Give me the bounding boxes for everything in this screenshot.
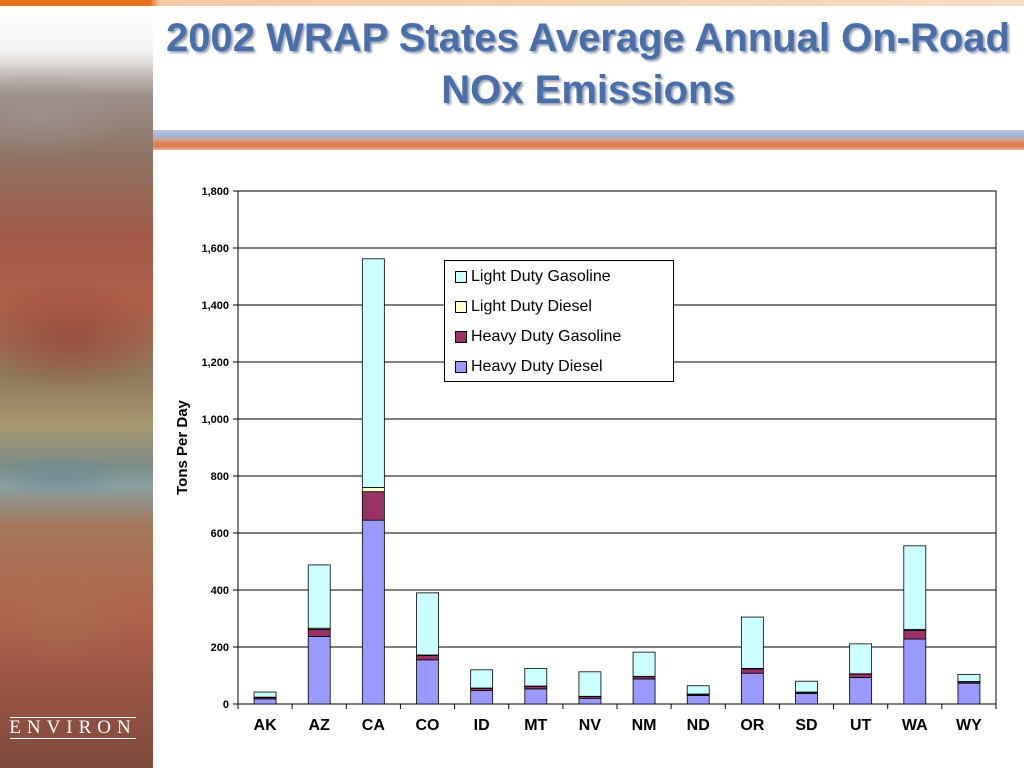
legend-label: Heavy Duty Gasoline xyxy=(471,328,622,345)
bar-heavy-duty-diesel-id xyxy=(470,690,494,705)
bar-heavy-duty-diesel-wy xyxy=(957,682,981,705)
x-tick-label: ND xyxy=(687,717,710,734)
top-accent-bar xyxy=(0,0,1024,6)
y-axis-label: Tons Per Day xyxy=(174,399,191,494)
legend-swatch xyxy=(455,361,467,373)
y-tick-label: 1,600 xyxy=(201,243,229,255)
y-tick-label: 200 xyxy=(211,642,229,654)
legend-item: Heavy Duty Diesel xyxy=(455,357,673,387)
bar-light-duty-gasoline-wy xyxy=(957,673,981,682)
x-tick-label: CO xyxy=(416,717,440,734)
x-tick-label: NM xyxy=(632,717,657,734)
legend-label: Light Duty Diesel xyxy=(471,298,592,315)
legend-swatch xyxy=(455,301,467,313)
bar-heavy-duty-diesel-ca xyxy=(361,519,385,705)
bar-heavy-duty-diesel-nv xyxy=(578,697,602,705)
y-tick-label: 800 xyxy=(211,471,229,483)
x-tick-label: ID xyxy=(474,717,490,734)
canyon-photo-sky xyxy=(0,6,153,76)
bar-light-duty-gasoline-wa xyxy=(903,545,927,630)
legend-swatch xyxy=(455,331,467,343)
bar-light-duty-gasoline-nv xyxy=(578,671,602,697)
legend-label: Heavy Duty Diesel xyxy=(471,358,603,375)
bar-heavy-duty-diesel-ut xyxy=(849,677,873,705)
x-tick-label: WY xyxy=(956,717,982,734)
bar-light-duty-gasoline-id xyxy=(470,669,494,689)
legend-item: Light Duty Gasoline xyxy=(455,267,673,297)
x-tick-label: MT xyxy=(524,717,547,734)
canyon-photo xyxy=(0,6,153,768)
bar-heavy-duty-gasoline-co xyxy=(416,655,439,661)
bar-heavy-duty-diesel-mt xyxy=(524,688,548,705)
bar-light-duty-gasoline-ak xyxy=(253,691,277,698)
x-tick-label: AZ xyxy=(309,717,331,734)
x-tick-label: AK xyxy=(254,717,278,734)
bar-heavy-duty-diesel-ak xyxy=(253,698,277,705)
bar-heavy-duty-diesel-az xyxy=(307,636,331,705)
bar-light-duty-gasoline-az xyxy=(307,564,331,629)
y-tick-label: 1,800 xyxy=(201,186,229,198)
bar-light-duty-gasoline-mt xyxy=(524,667,548,687)
bar-heavy-duty-diesel-co xyxy=(416,659,439,705)
y-tick-label: 1,400 xyxy=(201,300,229,312)
bar-heavy-duty-gasoline-wa xyxy=(903,630,927,640)
bar-light-duty-gasoline-ut xyxy=(849,643,873,675)
title-divider xyxy=(153,130,1024,150)
bar-heavy-duty-diesel-or xyxy=(740,672,764,705)
bar-heavy-duty-diesel-nm xyxy=(632,678,656,705)
environ-logo: ENVIRON xyxy=(9,717,137,739)
x-tick-label: WA xyxy=(902,717,928,734)
bar-light-duty-gasoline-co xyxy=(416,592,439,656)
bar-heavy-duty-gasoline-az xyxy=(307,628,331,637)
y-tick-label: 600 xyxy=(211,528,229,540)
bar-light-duty-gasoline-or xyxy=(740,616,764,669)
bar-light-duty-diesel-ca xyxy=(361,486,385,493)
slide-title: 2002 WRAP States Average Annual On-Road … xyxy=(166,16,1010,112)
x-tick-label: UT xyxy=(850,717,872,734)
bar-light-duty-gasoline-sd xyxy=(795,680,818,693)
bar-light-duty-gasoline-nd xyxy=(686,685,710,695)
bar-light-duty-gasoline-nm xyxy=(632,651,656,677)
bar-heavy-duty-gasoline-ca xyxy=(361,491,385,521)
bar-heavy-duty-diesel-nd xyxy=(686,695,710,705)
y-tick-label: 400 xyxy=(211,585,229,597)
bar-heavy-duty-diesel-sd xyxy=(795,693,818,705)
bar-heavy-duty-diesel-wa xyxy=(903,638,927,705)
bar-heavy-duty-gasoline-or xyxy=(740,668,764,674)
bar-heavy-duty-gasoline-ut xyxy=(849,673,873,678)
x-tick-label: CA xyxy=(362,717,386,734)
legend-swatch xyxy=(455,271,467,283)
chart-area: 0 200 400 600 800 1,000 1,200 1,400 1,600 1,800 To… xyxy=(160,170,1020,762)
y-tick-label: 0 xyxy=(223,699,229,711)
legend-item: Heavy Duty Gasoline xyxy=(455,327,673,357)
bar-light-duty-gasoline-ca xyxy=(361,258,385,488)
x-tick-label: OR xyxy=(740,717,764,734)
chart-legend: Light Duty Gasoline Light Duty Diesel Heav… xyxy=(444,260,674,382)
x-tick-label: SD xyxy=(795,717,817,734)
legend-label: Light Duty Gasoline xyxy=(471,268,611,285)
legend-item: Light Duty Diesel xyxy=(455,297,673,327)
y-tick-label: 1,200 xyxy=(201,357,229,369)
y-tick-label: 1,000 xyxy=(201,414,229,426)
x-tick-label: NV xyxy=(579,717,602,734)
stacked-bar-chart: 0 200 400 600 800 1,000 1,200 1,400 1,600 1,800 To… xyxy=(174,186,997,734)
